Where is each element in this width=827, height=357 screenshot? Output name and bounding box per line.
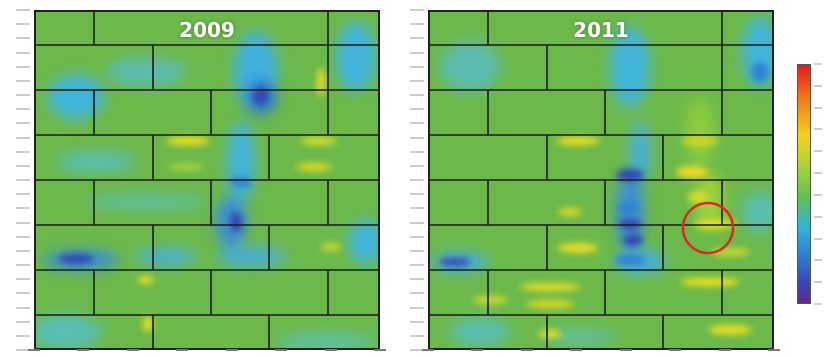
x-axis-ticks-right	[422, 349, 780, 357]
y-tick-mark	[16, 37, 30, 39]
x-tick-mark	[471, 349, 484, 351]
y-tick-mark	[410, 349, 424, 351]
y-tick-mark	[16, 23, 30, 25]
y-tick-mark	[410, 264, 424, 266]
x-tick-mark	[422, 349, 434, 351]
y-tick-mark	[410, 66, 424, 68]
y-tick-mark	[16, 151, 30, 153]
x-tick-mark	[77, 349, 90, 351]
y-tick-mark	[16, 307, 30, 308]
y-tick-mark	[16, 250, 30, 252]
y-tick-mark	[16, 222, 30, 223]
y-axis-ticks-right	[396, 9, 426, 351]
x-tick-mark	[225, 349, 238, 351]
y-tick-mark	[16, 349, 30, 351]
x-tick-mark	[520, 349, 533, 351]
color-scale-tick-mark	[814, 238, 822, 240]
y-tick-mark	[16, 335, 30, 337]
y-axis-ticks-left	[2, 9, 32, 351]
y-tick-mark	[410, 250, 424, 252]
y-tick-mark	[16, 207, 30, 209]
color-scale-tick-mark	[814, 150, 822, 152]
y-tick-mark	[16, 193, 30, 195]
y-tick-mark	[410, 151, 424, 153]
heatmap-2009	[36, 12, 378, 348]
color-scale-tick-mark	[814, 194, 822, 196]
x-tick-mark	[718, 349, 731, 351]
panel-title-2009: 2009	[179, 18, 235, 42]
color-scale-tick-mark	[814, 259, 822, 261]
color-scale-tick-mark	[814, 107, 822, 109]
y-tick-mark	[16, 108, 30, 110]
y-tick-mark	[16, 66, 30, 68]
y-tick-mark	[410, 292, 424, 294]
x-tick-mark	[570, 349, 583, 351]
x-tick-mark	[28, 349, 40, 351]
y-tick-mark	[16, 278, 30, 280]
color-scale-tick-mark	[814, 63, 822, 65]
y-tick-mark	[410, 23, 424, 25]
color-scale-tick-mark	[814, 281, 822, 283]
y-tick-mark	[16, 179, 30, 181]
y-tick-mark	[410, 37, 424, 39]
y-tick-mark	[16, 264, 30, 266]
color-scale-tick-mark	[814, 303, 822, 305]
x-tick-mark	[768, 349, 780, 351]
y-tick-mark	[16, 52, 30, 53]
y-tick-mark	[16, 292, 30, 294]
y-tick-mark	[410, 137, 424, 138]
y-tick-mark	[410, 52, 424, 53]
heatmap-panel-2009: 2009	[34, 10, 380, 350]
x-tick-mark	[176, 349, 189, 351]
x-tick-mark	[619, 349, 632, 351]
heatmap-2011	[430, 12, 772, 348]
y-tick-mark	[410, 80, 424, 82]
y-tick-mark	[410, 222, 424, 223]
color-scale-tick-mark	[814, 85, 822, 87]
x-tick-mark	[126, 349, 139, 351]
y-tick-mark	[410, 179, 424, 181]
y-tick-mark	[16, 9, 30, 11]
y-tick-mark	[16, 165, 30, 167]
color-scale-bar	[797, 64, 811, 304]
y-tick-mark	[410, 165, 424, 167]
color-scale-tick-mark	[814, 128, 822, 130]
y-tick-mark	[16, 122, 30, 124]
y-tick-mark	[16, 137, 30, 138]
y-tick-mark	[410, 94, 424, 96]
color-scale-tick-mark	[814, 172, 822, 174]
y-tick-mark	[16, 236, 30, 238]
x-tick-mark	[669, 349, 682, 351]
color-scale-tick-mark	[814, 216, 822, 218]
y-tick-mark	[16, 94, 30, 96]
y-tick-mark	[410, 193, 424, 195]
color-scale-ticks	[813, 63, 827, 305]
heatmap-panel-2011: 2011	[428, 10, 774, 350]
y-tick-mark	[410, 321, 424, 323]
y-tick-mark	[410, 122, 424, 124]
x-tick-mark	[324, 349, 337, 351]
y-tick-mark	[410, 307, 424, 308]
y-tick-mark	[16, 321, 30, 323]
y-tick-mark	[410, 207, 424, 209]
y-tick-mark	[410, 9, 424, 11]
y-tick-mark	[410, 108, 424, 110]
y-tick-mark	[410, 335, 424, 337]
highlight-circle	[681, 201, 735, 255]
y-tick-mark	[16, 80, 30, 82]
y-tick-mark	[410, 278, 424, 280]
x-tick-mark	[275, 349, 288, 351]
y-tick-mark	[410, 236, 424, 238]
panel-title-2011: 2011	[573, 18, 629, 42]
x-axis-ticks-left	[28, 349, 386, 357]
x-tick-mark	[374, 349, 386, 351]
